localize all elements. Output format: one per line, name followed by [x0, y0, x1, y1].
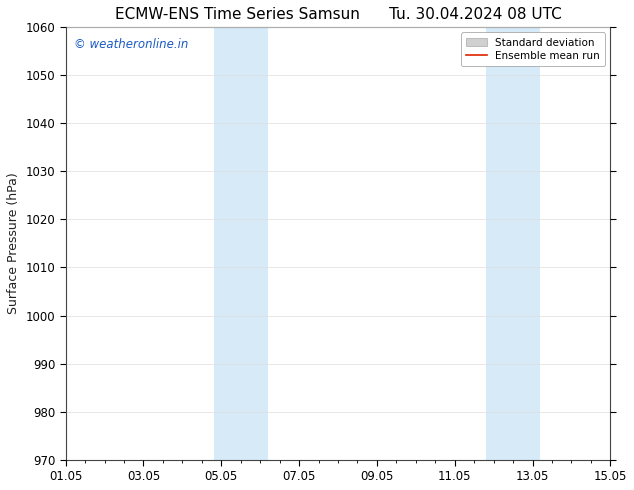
Text: © weatheronline.in: © weatheronline.in — [74, 38, 188, 51]
Bar — [486, 27, 540, 460]
Y-axis label: Surface Pressure (hPa): Surface Pressure (hPa) — [7, 172, 20, 314]
Title: ECMW-ENS Time Series Samsun      Tu. 30.04.2024 08 UTC: ECMW-ENS Time Series Samsun Tu. 30.04.20… — [115, 7, 561, 22]
Bar — [214, 27, 268, 460]
Legend: Standard deviation, Ensemble mean run: Standard deviation, Ensemble mean run — [461, 32, 605, 66]
